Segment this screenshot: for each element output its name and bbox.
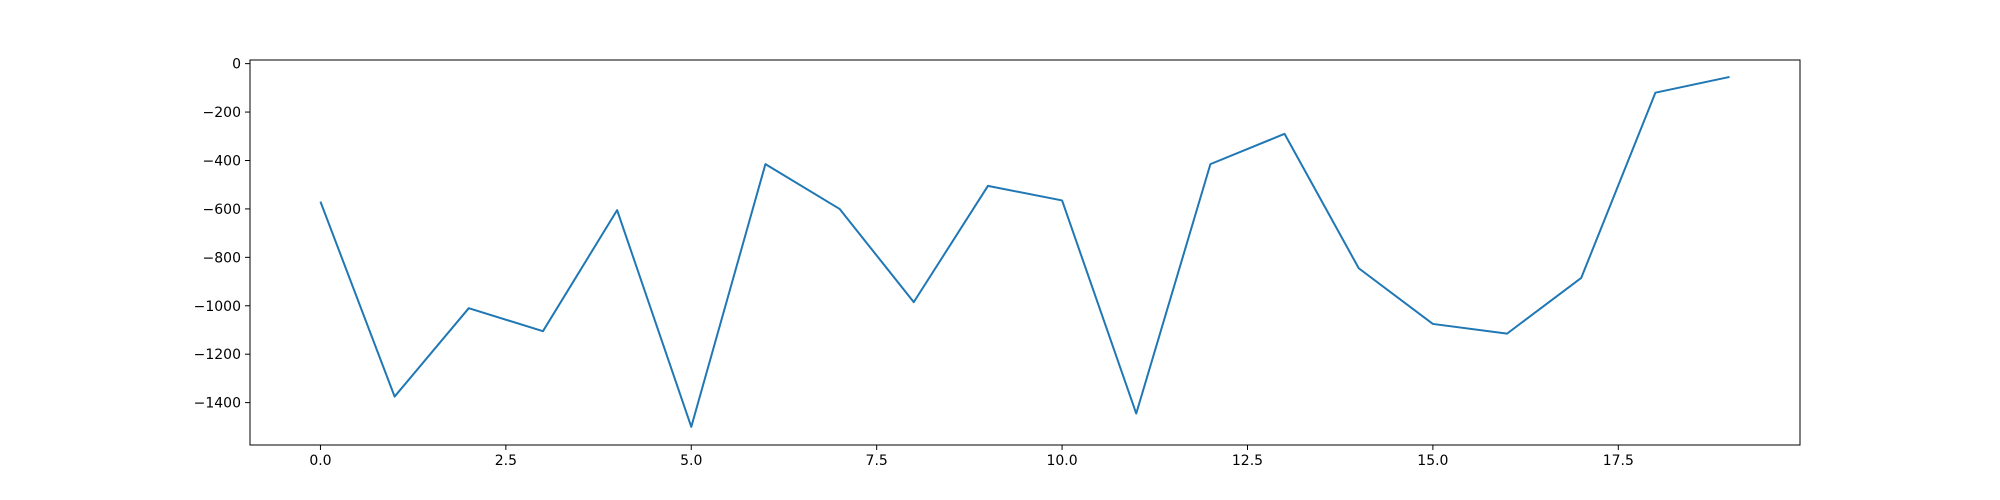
- y-tick-label: −1000: [194, 299, 241, 315]
- data-point: [466, 305, 472, 311]
- data-point: [985, 183, 991, 189]
- x-tick-label: 17.5: [1603, 453, 1634, 469]
- data-point: [1282, 131, 1288, 137]
- y-axis: 0 −200 −400 −600 −800 −1000 −1200 −1400: [194, 57, 250, 412]
- data-point: [1059, 197, 1065, 203]
- series-line: [319, 75, 1730, 428]
- series-layer: [317, 74, 1733, 430]
- x-axis: 0.0 2.5 5.0 7.5 10.0 12.5 15.0 17.5: [309, 445, 1634, 469]
- x-tick-label: 7.5: [866, 453, 888, 469]
- y-tick-label: −400: [203, 153, 241, 169]
- data-point: [1504, 331, 1510, 337]
- x-tick-label: 10.0: [1046, 453, 1077, 469]
- data-point: [911, 299, 917, 305]
- x-tick-label: 12.5: [1232, 453, 1263, 469]
- data-point: [837, 206, 843, 212]
- data-point: [1207, 161, 1213, 167]
- data-point: [1356, 265, 1362, 271]
- x-tick-label: 0.0: [309, 453, 331, 469]
- data-point: [1133, 411, 1139, 417]
- y-tick-label: −800: [203, 250, 241, 266]
- y-tick-label: −1400: [194, 396, 241, 412]
- y-tick-label: 0: [232, 57, 241, 73]
- data-point: [540, 328, 546, 334]
- data-point: [1652, 90, 1658, 96]
- data-point: [688, 424, 694, 430]
- data-point: [1727, 74, 1733, 80]
- data-point: [614, 207, 620, 213]
- y-tick-label: −600: [203, 202, 241, 218]
- x-tick-label: 15.0: [1417, 453, 1448, 469]
- y-tick-label: −1200: [194, 347, 241, 363]
- data-point: [317, 199, 323, 205]
- y-tick-label: −200: [203, 105, 241, 121]
- data-point: [1430, 321, 1436, 327]
- data-point: [762, 161, 768, 167]
- x-tick-label: 5.0: [680, 453, 702, 469]
- plot-frame: [249, 59, 1801, 446]
- x-tick-label: 2.5: [495, 453, 517, 469]
- plot-area: [250, 60, 1800, 445]
- data-point: [1578, 275, 1584, 281]
- data-point: [392, 394, 398, 400]
